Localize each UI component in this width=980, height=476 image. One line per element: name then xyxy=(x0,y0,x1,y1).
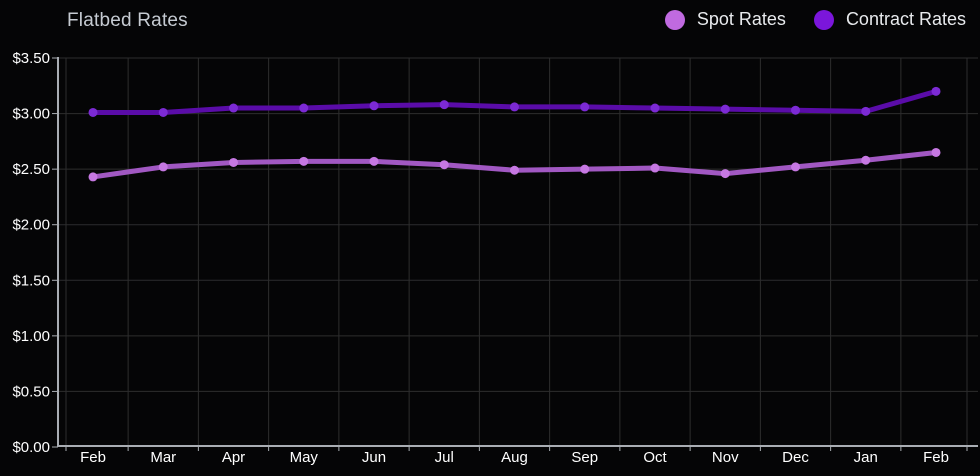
y-tick-label: $0.00 xyxy=(12,439,50,456)
x-tick-label: Apr xyxy=(222,449,245,466)
x-tick-label: Sep xyxy=(571,449,598,466)
x-tick-label: Aug xyxy=(501,449,528,466)
legend-item-spot-rates[interactable]: Spot Rates xyxy=(664,9,786,30)
data-point-contract-rates[interactable] xyxy=(158,107,168,117)
data-point-contract-rates[interactable] xyxy=(791,105,800,115)
chart-title: Flatbed Rates xyxy=(67,10,188,31)
data-point-spot-rates[interactable] xyxy=(229,157,238,167)
y-tick-label: $1.00 xyxy=(12,328,50,345)
x-tick-label: Nov xyxy=(712,449,739,466)
data-point-contract-rates[interactable] xyxy=(861,106,871,116)
x-tick-label: Feb xyxy=(80,449,106,466)
data-point-spot-rates[interactable] xyxy=(720,169,730,179)
x-tick-label: Jul xyxy=(435,449,454,466)
data-point-contract-rates[interactable] xyxy=(439,100,449,110)
legend-item-label: Spot Rates xyxy=(696,9,786,29)
legend-dot-icon xyxy=(664,9,685,30)
data-point-spot-rates[interactable] xyxy=(650,163,660,173)
y-tick-label: $0.50 xyxy=(12,383,50,400)
x-tick-label: Dec xyxy=(782,449,809,466)
data-point-contract-rates[interactable] xyxy=(510,102,519,112)
x-tick-label: Feb xyxy=(923,449,949,466)
data-point-contract-rates[interactable] xyxy=(931,86,941,96)
data-point-spot-rates[interactable] xyxy=(369,156,379,166)
data-point-spot-rates[interactable] xyxy=(439,160,449,170)
y-tick-label: $2.00 xyxy=(12,217,50,234)
legend-dot-icon xyxy=(813,9,834,30)
x-tick-label: Jun xyxy=(362,449,386,466)
data-point-contract-rates[interactable] xyxy=(580,102,590,112)
data-point-spot-rates[interactable] xyxy=(510,165,519,175)
chart-legend: Spot Rates Contract Rates xyxy=(664,9,966,30)
data-point-spot-rates[interactable] xyxy=(931,147,941,157)
data-point-contract-rates[interactable] xyxy=(229,103,238,113)
data-point-spot-rates[interactable] xyxy=(158,162,168,172)
data-point-spot-rates[interactable] xyxy=(299,156,309,166)
data-point-spot-rates[interactable] xyxy=(88,172,98,182)
data-point-contract-rates[interactable] xyxy=(299,103,309,113)
x-tick-label: Jan xyxy=(854,449,878,466)
data-point-spot-rates[interactable] xyxy=(580,164,590,174)
y-tick-label: $3.50 xyxy=(12,50,50,67)
y-tick-label: $2.50 xyxy=(12,161,50,178)
data-point-contract-rates[interactable] xyxy=(650,103,660,113)
x-tick-label: Mar xyxy=(150,449,176,466)
data-point-contract-rates[interactable] xyxy=(720,104,730,114)
data-point-spot-rates[interactable] xyxy=(861,155,871,165)
data-point-spot-rates[interactable] xyxy=(791,162,800,172)
data-point-contract-rates[interactable] xyxy=(369,101,379,111)
legend-item-contract-rates[interactable]: Contract Rates xyxy=(813,9,966,30)
y-tick-label: $3.00 xyxy=(12,106,50,123)
x-tick-label: May xyxy=(290,449,319,466)
data-point-contract-rates[interactable] xyxy=(88,107,98,117)
x-tick-label: Oct xyxy=(643,449,667,466)
y-tick-label: $1.50 xyxy=(12,272,50,289)
legend-item-label: Contract Rates xyxy=(845,9,966,29)
